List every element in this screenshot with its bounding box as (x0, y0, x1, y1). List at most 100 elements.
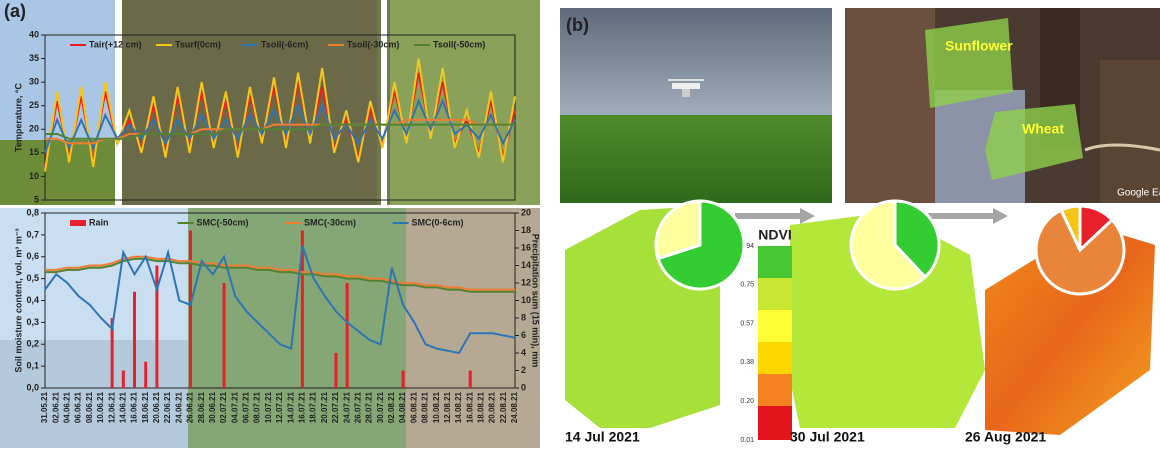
y-tick-label: 0,2 (26, 339, 39, 349)
x-tick-label: 08.08.21 (421, 391, 430, 423)
y-tick-label: 25 (29, 100, 39, 110)
legend-swatch (70, 220, 86, 226)
legend-label: Tsoil(-30cm) (347, 39, 399, 49)
x-tick-label: 10.07.21 (264, 391, 273, 423)
x-tick-label: 10.08.21 (432, 391, 441, 423)
y2-axis-label: Precipitation sum (15 min), mm (531, 234, 541, 368)
bar (334, 353, 337, 388)
legend-label: Tsoil(-50cm) (433, 39, 485, 49)
y-tick-label: 0,4 (26, 295, 39, 305)
x-tick-label: 06.08.21 (409, 391, 418, 423)
colorbar-title: NDVI (758, 227, 791, 243)
x-tick-label: 30.07.21 (376, 391, 385, 423)
x-tick-label: 12.08.21 (443, 391, 452, 423)
x-tick-label: 04.07.21 (230, 391, 239, 423)
x-tick-label: 18.07.21 (309, 391, 318, 423)
y2-tick-label: 4 (521, 347, 526, 357)
colorbar-tick-label: 0.75 (740, 282, 754, 289)
y-tick-label: 0,0 (26, 382, 39, 392)
x-tick-label: 02.06.21 (51, 391, 60, 423)
legend-label: Tsurf(0cm) (175, 39, 221, 49)
x-tick-label: 24.08.21 (510, 391, 519, 423)
legend-label: Rain (89, 217, 109, 227)
x-tick-label: 12.07.21 (275, 391, 284, 423)
x-tick-label: 02.07.21 (219, 391, 228, 423)
y2-tick-label: 6 (521, 330, 526, 340)
y-tick-label: 10 (29, 171, 39, 181)
panel-label: (a) (4, 1, 26, 21)
y2-tick-label: 12 (521, 277, 531, 287)
y-tick-label: 35 (29, 53, 39, 63)
y-tick-label: 40 (29, 29, 39, 39)
legend-label: SMC(-50cm) (197, 217, 249, 227)
map-date: 26 Aug 2021 (965, 429, 1046, 445)
x-tick-label: 26.06.21 (186, 391, 195, 423)
x-tick-label: 22.06.21 (163, 391, 172, 423)
bar (469, 371, 472, 389)
bar (133, 292, 136, 388)
x-tick-label: 28.07.21 (365, 391, 374, 423)
attribution: Google Ear (1117, 188, 1160, 199)
y-tick-label: 0,6 (26, 251, 39, 261)
x-tick-label: 22.08.21 (499, 391, 508, 423)
bar (402, 371, 405, 389)
y-tick-label: 15 (29, 147, 39, 157)
colorbar-ticks: 0.940.750.570.380.200.01 (740, 243, 754, 444)
x-tick-label: 02.08.21 (387, 391, 396, 423)
x-tick-label: 22.07.21 (331, 391, 340, 423)
y2-tick-label: 0 (521, 382, 526, 392)
map-date: 30 Jul 2021 (790, 429, 865, 445)
y-tick-label: 20 (29, 124, 39, 134)
map-dates: 14 Jul 2021 30 Jul 2021 26 Aug 2021 (565, 429, 1046, 445)
colorbar-tick-label: 0.57 (740, 320, 754, 327)
y-tick-label: 30 (29, 77, 39, 87)
bar (144, 362, 147, 388)
pie-chart (851, 201, 939, 289)
colorbar-tick-label: 0.38 (740, 359, 754, 366)
y2-tick-label: 14 (521, 260, 531, 270)
x-tick-label: 20.08.21 (488, 391, 497, 423)
y2-tick-label: 2 (521, 365, 526, 375)
x-tick-label: 08.06.21 (85, 391, 94, 423)
colorbar-tick-label: 0.20 (740, 398, 754, 405)
ndvi-colorbar (758, 246, 792, 440)
x-tick-label: 04.06.21 (62, 391, 71, 423)
legend-label: SMC(-30cm) (304, 217, 356, 227)
x-tick-label: 14.06.21 (118, 391, 127, 423)
x-tick-label: 20.07.21 (320, 391, 329, 423)
x-tick-label: 24.07.21 (342, 391, 351, 423)
x-tick-label: 18.08.21 (477, 391, 486, 423)
legend-label: Tsoil(-6cm) (261, 39, 308, 49)
x-tick-label: 20.06.21 (152, 391, 161, 423)
legend-label: SMC(0-6cm) (412, 217, 464, 227)
x-tick-label: 30.06.21 (208, 391, 217, 423)
y-axis-label: Soil moisture content, vol. m³ m⁻³ (13, 228, 23, 372)
x-tick-label: 14.07.21 (286, 391, 295, 423)
x-tick-label: 31.05.21 (40, 391, 49, 423)
colorbar-tick-label: 0.01 (740, 437, 754, 444)
x-tick-label: 16.06.21 (130, 391, 139, 423)
pie-chart (656, 201, 744, 289)
figure: (a) (b) Sunflower Wheat Google Ear NDVI … (0, 0, 1160, 448)
y-tick-label: 0,3 (26, 317, 39, 327)
panel-label: (b) (566, 15, 589, 35)
y2-tick-label: 20 (521, 207, 531, 217)
y-axis-label: Temperature, °C (13, 83, 23, 152)
y2-tick-label: 10 (521, 295, 531, 305)
x-tick-label: 16.07.21 (297, 391, 306, 423)
x-tick-label: 08.07.21 (253, 391, 262, 423)
field-label: Sunflower (945, 38, 1013, 54)
x-tick-label: 14.08.21 (454, 391, 463, 423)
map-date: 14 Jul 2021 (565, 429, 640, 445)
y-tick-label: 0,5 (26, 273, 39, 283)
y-tick-label: 0,8 (26, 207, 39, 217)
field-label: Wheat (1022, 121, 1064, 137)
x-tick-label: 06.07.21 (242, 391, 251, 423)
y-tick-label: 0,7 (26, 229, 39, 239)
x-tick-label: 26.07.21 (353, 391, 362, 423)
pie-chart (1036, 206, 1124, 294)
y2-tick-label: 18 (521, 225, 531, 235)
bar (346, 283, 349, 388)
bar (223, 283, 226, 388)
y-tick-label: 5 (34, 194, 39, 204)
